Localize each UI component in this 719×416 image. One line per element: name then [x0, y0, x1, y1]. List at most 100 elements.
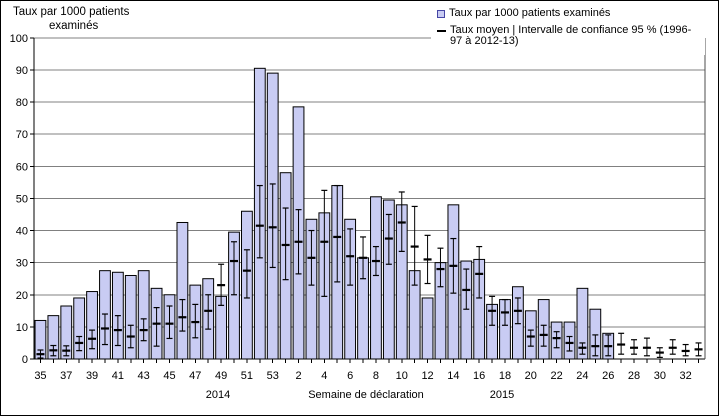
mean-marker: [191, 320, 200, 324]
legend-row-mean: Taux moyen | Intervalle de confiance 95 …: [437, 23, 705, 48]
mean-marker: [346, 255, 355, 258]
y-tick-label: 90: [16, 65, 28, 77]
mean-marker: [281, 243, 290, 247]
x-tick-label: 41: [112, 370, 124, 382]
mean-marker: [410, 245, 419, 248]
mean-marker: [565, 341, 574, 345]
mean-marker: [255, 224, 264, 227]
x-tick-label: 39: [86, 370, 98, 382]
y-tick-label: 100: [10, 33, 28, 45]
y-tick-label: 20: [16, 290, 28, 302]
y-tick-label: 50: [16, 193, 28, 205]
mean-marker: [423, 258, 432, 261]
x-tick-label: 35: [34, 370, 46, 382]
bar: [370, 196, 382, 360]
mean-marker: [655, 351, 664, 354]
legend-label-mean: Taux moyen | Intervalle de confiance 95 …: [450, 23, 692, 48]
x-axis-title: Semaine de déclaration: [308, 389, 424, 401]
x-tick-label: 14: [447, 370, 459, 382]
mean-marker: [591, 345, 600, 348]
mean-marker: [152, 322, 161, 325]
y-tick-label: 60: [16, 161, 28, 173]
x-tick-label: 45: [163, 370, 175, 382]
legend-label-mean-line1: Taux moyen | Intervalle de confiance 95 …: [450, 23, 692, 36]
mean-marker: [359, 256, 368, 259]
mean-marker: [217, 284, 226, 287]
mean-marker: [230, 259, 239, 263]
mean-marker: [268, 226, 277, 229]
legend-label-mean-line2: 97 à 2012-13): [450, 35, 519, 47]
mean-marker: [578, 346, 587, 349]
mean-marker: [642, 346, 651, 349]
mean-marker: [449, 264, 458, 267]
x-tick-label: 32: [680, 370, 692, 382]
x-tick-label: 10: [396, 370, 408, 382]
legend: Taux par 1000 patients examinés Taux moy…: [431, 1, 705, 55]
mean-marker: [500, 311, 509, 314]
mean-marker: [204, 309, 213, 312]
mean-dash-icon: [437, 29, 446, 32]
mean-marker: [668, 346, 677, 349]
mean-marker: [475, 272, 484, 275]
bar: [421, 297, 434, 360]
mean-marker: [307, 256, 316, 259]
x-tick-label: 53: [267, 370, 279, 382]
chart-title-line2: examinés: [49, 20, 99, 32]
y-tick-label: 70: [16, 129, 28, 141]
chart-title: Taux par 1000 patients examinés: [13, 5, 129, 33]
bar: [176, 221, 189, 360]
x-tick-label: 18: [499, 370, 511, 382]
mean-marker: [552, 337, 561, 340]
mean-marker: [513, 309, 522, 312]
mean-marker: [62, 349, 71, 352]
year-label-2014: 2014: [206, 389, 230, 401]
x-tick-label: 49: [215, 370, 227, 382]
mean-marker: [384, 237, 393, 240]
mean-marker: [75, 341, 84, 345]
x-tick-label: 51: [241, 370, 253, 382]
mean-marker: [462, 288, 471, 292]
mean-marker: [397, 221, 406, 224]
mean-marker: [139, 328, 148, 332]
x-tick-label: 4: [321, 370, 327, 382]
mean-marker: [333, 235, 342, 239]
bar: [137, 270, 150, 360]
mean-marker: [49, 349, 58, 352]
x-tick-label: 8: [373, 370, 379, 382]
y-tick-label: 80: [16, 97, 28, 109]
y-tick-label: 0: [22, 354, 28, 366]
x-tick-label: 12: [421, 370, 433, 382]
year-label-2015: 2015: [490, 389, 514, 401]
mean-marker: [371, 259, 380, 263]
mean-marker: [165, 322, 174, 325]
legend-row-bars: Taux par 1000 patients examinés: [437, 7, 705, 20]
mean-marker: [113, 328, 122, 332]
mean-marker: [630, 346, 639, 349]
legend-label-bars: Taux par 1000 patients examinés: [449, 7, 611, 19]
x-tick-label: 43: [138, 370, 150, 382]
mean-marker: [694, 348, 703, 351]
bar-series-swatch-icon: [437, 10, 445, 18]
mean-marker: [242, 269, 251, 272]
x-tick-label: 47: [189, 370, 201, 382]
x-tick-label: 24: [576, 370, 588, 382]
mean-marker: [617, 343, 626, 346]
mean-marker: [126, 335, 135, 338]
mean-marker: [36, 353, 45, 356]
mean-marker: [320, 240, 329, 243]
mean-marker: [604, 345, 613, 348]
mean-marker: [681, 349, 690, 353]
mean-marker: [294, 240, 303, 243]
mean-marker: [436, 267, 445, 271]
y-tick-label: 30: [16, 258, 28, 270]
x-tick-label: 2: [295, 370, 301, 382]
chart-title-line1: Taux par 1000 patients: [13, 6, 130, 18]
mean-marker: [88, 337, 97, 340]
mean-marker: [178, 316, 187, 319]
x-tick-label: 22: [550, 370, 562, 382]
mean-marker: [539, 333, 548, 337]
mean-marker: [526, 335, 535, 338]
x-tick-label: 37: [60, 370, 72, 382]
